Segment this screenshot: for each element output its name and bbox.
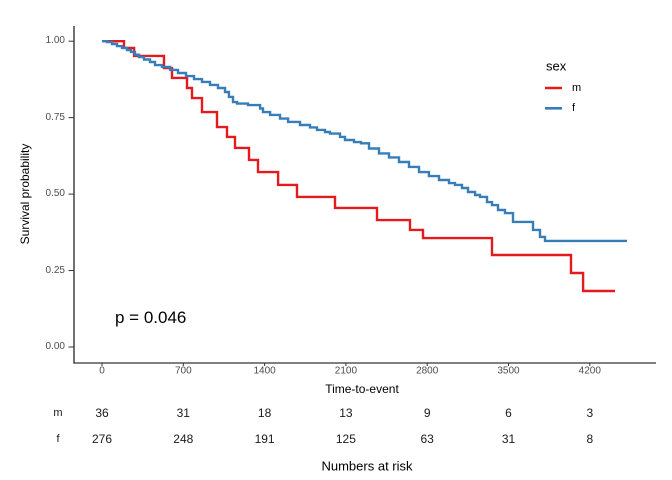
x-tick-label: 1400 (253, 365, 276, 377)
y-tick-label: 0.00 (45, 341, 65, 352)
risk-count-m: 9 (423, 406, 431, 420)
x-tick-label: 2800 (416, 365, 439, 377)
y-tick-label: 0.75 (45, 111, 65, 123)
risk-count-m: 18 (257, 406, 272, 420)
survival-curve-m (102, 40, 615, 293)
y-tick-label: 0.25 (45, 264, 65, 276)
x-tick-label: 2100 (334, 365, 358, 377)
legend-item-label-m: m (572, 82, 582, 94)
y-tick-label: 0.50 (45, 188, 65, 200)
risk-count-m: 31 (176, 406, 190, 420)
risk-row-label-m: m (53, 407, 63, 419)
survival-curve-f (102, 40, 627, 243)
y-tick-label: 1.00 (45, 35, 65, 47)
legend-item-label-f: f (572, 102, 576, 114)
legend-title: sex (546, 58, 567, 74)
risk-count-f: 276 (91, 432, 113, 446)
x-tick-label: 3500 (497, 365, 520, 377)
risk-count-f: 31 (501, 432, 516, 446)
x-axis-title: Time-to-event (325, 382, 399, 396)
risk-count-f: 125 (335, 432, 356, 446)
risk-count-m: 13 (339, 406, 353, 420)
risk-count-m: 3 (586, 406, 594, 420)
x-tick-label: 700 (174, 365, 192, 377)
p-value-annotation: p = 0.046 (115, 308, 187, 327)
risk-count-m: 6 (505, 406, 512, 420)
x-tick-label: 0 (99, 365, 105, 377)
x-tick-label: 4200 (578, 365, 601, 377)
risk-table-caption: Numbers at risk (321, 458, 413, 474)
risk-count-f: 63 (420, 432, 434, 446)
risk-row-label-f: f (56, 433, 60, 445)
risk-count-f: 248 (173, 432, 194, 446)
risk-count-m: 36 (95, 406, 109, 420)
risk-count-f: 8 (586, 432, 594, 446)
risk-count-f: 191 (254, 432, 275, 446)
